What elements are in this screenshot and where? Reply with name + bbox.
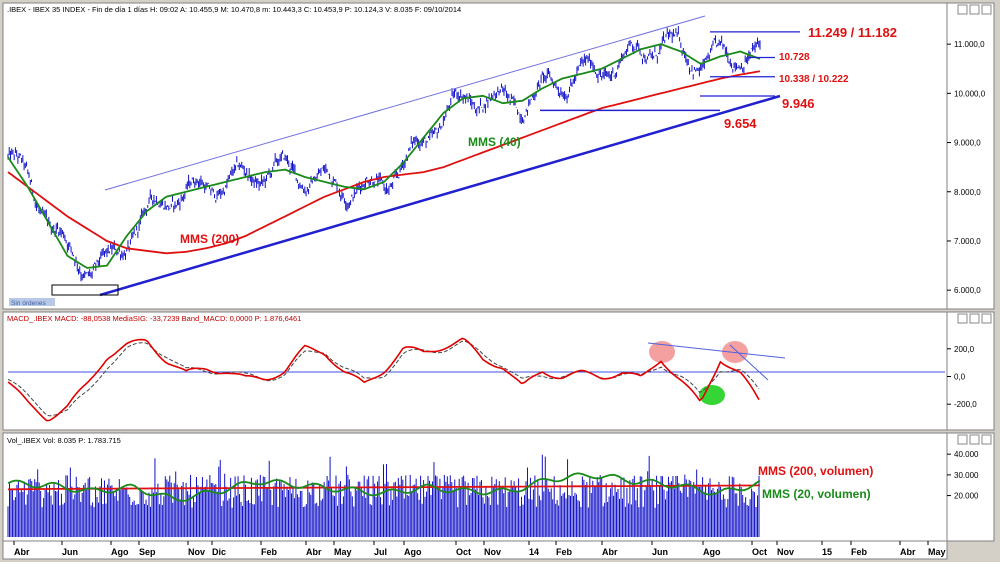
x-tick-label: Ago	[404, 547, 422, 557]
x-tick-label: Feb	[851, 547, 868, 557]
vol-mms200-label: MMS (200, volumen)	[758, 464, 873, 478]
price-ytick-label: 6.000,0	[954, 286, 981, 295]
x-tick-label: Nov	[777, 547, 794, 557]
volume-ytick-label: 30.000	[954, 471, 979, 480]
level-label-c: 10.338 / 10.222	[779, 74, 849, 85]
volume-moving-averages	[7, 472, 761, 502]
x-tick-label: Ago	[111, 547, 129, 557]
low-box	[51, 284, 119, 296]
volume-axis-area	[946, 432, 995, 542]
price-moving-averages	[7, 43, 761, 269]
upper-channel-line	[104, 15, 706, 191]
sin-ordenes-badge	[9, 298, 55, 306]
macd-highlight-red-2	[722, 341, 748, 363]
x-tick-label: Sep	[139, 547, 156, 557]
macd-ytick-label: -200,0	[954, 400, 977, 409]
x-tick-label: Abr	[14, 547, 30, 557]
macd-line	[7, 337, 760, 422]
vol-minimize-button[interactable]	[957, 434, 968, 445]
x-tick-label: Oct	[752, 547, 767, 557]
x-tick-label: Jul	[374, 547, 387, 557]
x-tick-label: 14	[529, 547, 539, 557]
macd-resistance-line	[647, 342, 786, 359]
macd-highlight-green	[699, 385, 725, 405]
mms40-line	[7, 43, 761, 269]
mms40-label: MMS (40)	[468, 135, 521, 149]
x-tick-label: Feb	[556, 547, 573, 557]
vol-close-button[interactable]	[981, 434, 992, 445]
vol-mms20-line	[7, 472, 761, 502]
volume-yaxis: 40.000 30.000 20.000	[947, 450, 979, 501]
price-ytick-label: 11.000,0	[954, 40, 985, 49]
vol-maximize-button[interactable]	[969, 434, 980, 445]
price-levels	[540, 31, 800, 112]
level-label-b: 10.728	[779, 52, 810, 63]
price-header: .IBEX - IBEX 35 INDEX - Fin de día 1 día…	[7, 5, 461, 14]
macd-ytick-label: 200,0	[954, 345, 975, 354]
level-label-d: 9.946	[782, 96, 815, 111]
macd-yaxis: 200,0 0,0 -200,0	[947, 345, 977, 409]
price-yaxis: 11.000,0 10.000,0 9.000,0 8.000,0 7.000,0 6.0…	[947, 40, 986, 295]
price-ytick-label: 7.000,0	[954, 237, 981, 246]
price-series	[7, 26, 761, 282]
x-tick-label: Nov	[188, 547, 205, 557]
macd-highlight-red-1	[649, 341, 675, 363]
x-tick-label: May	[334, 547, 352, 557]
volume-bars	[7, 454, 760, 537]
macd-header: MACD_.IBEX MACD: -88,0538 MediaSIG: -33,…	[7, 314, 301, 323]
macd-maximize-button[interactable]	[969, 313, 980, 324]
x-tick-label: Jun	[62, 547, 78, 557]
level-label-a: 11.249 / 11.182	[808, 25, 897, 40]
x-tick-label: Nov	[484, 547, 501, 557]
vol-mms20-label: MMS (20, volumen)	[762, 487, 871, 501]
macd-signal-line	[7, 340, 760, 417]
price-maximize-button[interactable]	[969, 4, 980, 15]
x-axis: Abr Jun Ago Sep Nov Dic Feb Abr May Jul Ago Oct Nov 1…	[2, 540, 948, 560]
vol-mms200-line	[7, 484, 760, 491]
price-ytick-label: 10.000,0	[954, 89, 986, 98]
price-axis-area	[946, 2, 995, 310]
price-ytick-label: 9.000,0	[954, 139, 981, 148]
x-tick-label: Abr	[602, 547, 618, 557]
price-ytick-label: 8.000,0	[954, 188, 981, 197]
x-tick-label: Feb	[261, 547, 278, 557]
level-label-e: 9.654	[724, 116, 757, 131]
volume-ytick-label: 20.000	[954, 492, 979, 501]
mms200-line	[7, 70, 761, 255]
price-close-button[interactable]	[981, 4, 992, 15]
x-axis-area	[2, 540, 948, 560]
x-tick-label: 15	[822, 547, 832, 557]
volume-header: Vol_.IBEX Vol: 8.035 P: 1.783.715	[7, 436, 121, 445]
macd-panel: MACD_.IBEX MACD: -88,0538 MediaSIG: -33,…	[2, 311, 995, 431]
x-tick-label: Jun	[652, 547, 668, 557]
price-minimize-button[interactable]	[957, 4, 968, 15]
macd-close-button[interactable]	[981, 313, 992, 324]
macd-slope-line	[729, 344, 769, 381]
x-tick-label: Abr	[306, 547, 322, 557]
sin-ordenes-label: Sin órdenes	[11, 300, 46, 307]
x-tick-label: May	[928, 547, 946, 557]
volume-ytick-label: 40.000	[954, 450, 979, 459]
x-tick-label: Abr	[900, 547, 916, 557]
macd-ytick-label: 0,0	[954, 373, 966, 382]
mms200-label: MMS (200)	[180, 232, 239, 246]
volume-panel: Vol_.IBEX Vol: 8.035 P: 1.783.715 40.000…	[2, 432, 995, 542]
macd-series	[7, 337, 760, 422]
lower-trend-line	[99, 94, 781, 297]
macd-plot-area	[2, 311, 948, 431]
macd-minimize-button[interactable]	[957, 313, 968, 324]
x-tick-label: Oct	[456, 547, 471, 557]
x-tick-label: Dic	[212, 547, 226, 557]
price-panel: .IBEX - IBEX 35 INDEX - Fin de día 1 día…	[2, 2, 995, 310]
x-tick-label: Ago	[703, 547, 721, 557]
macd-axis-area	[946, 311, 995, 431]
